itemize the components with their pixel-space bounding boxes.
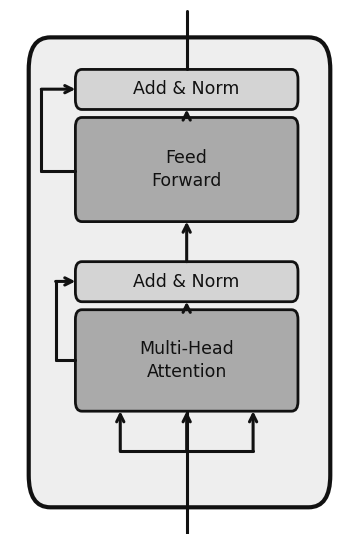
FancyBboxPatch shape <box>75 262 298 302</box>
Text: Add & Norm: Add & Norm <box>134 81 240 98</box>
FancyBboxPatch shape <box>75 117 298 222</box>
Text: Multi-Head
Attention: Multi-Head Attention <box>139 340 234 381</box>
Text: Add & Norm: Add & Norm <box>134 273 240 290</box>
FancyBboxPatch shape <box>75 69 298 109</box>
FancyBboxPatch shape <box>29 37 330 507</box>
FancyBboxPatch shape <box>75 310 298 411</box>
Text: Feed
Forward: Feed Forward <box>151 149 222 190</box>
